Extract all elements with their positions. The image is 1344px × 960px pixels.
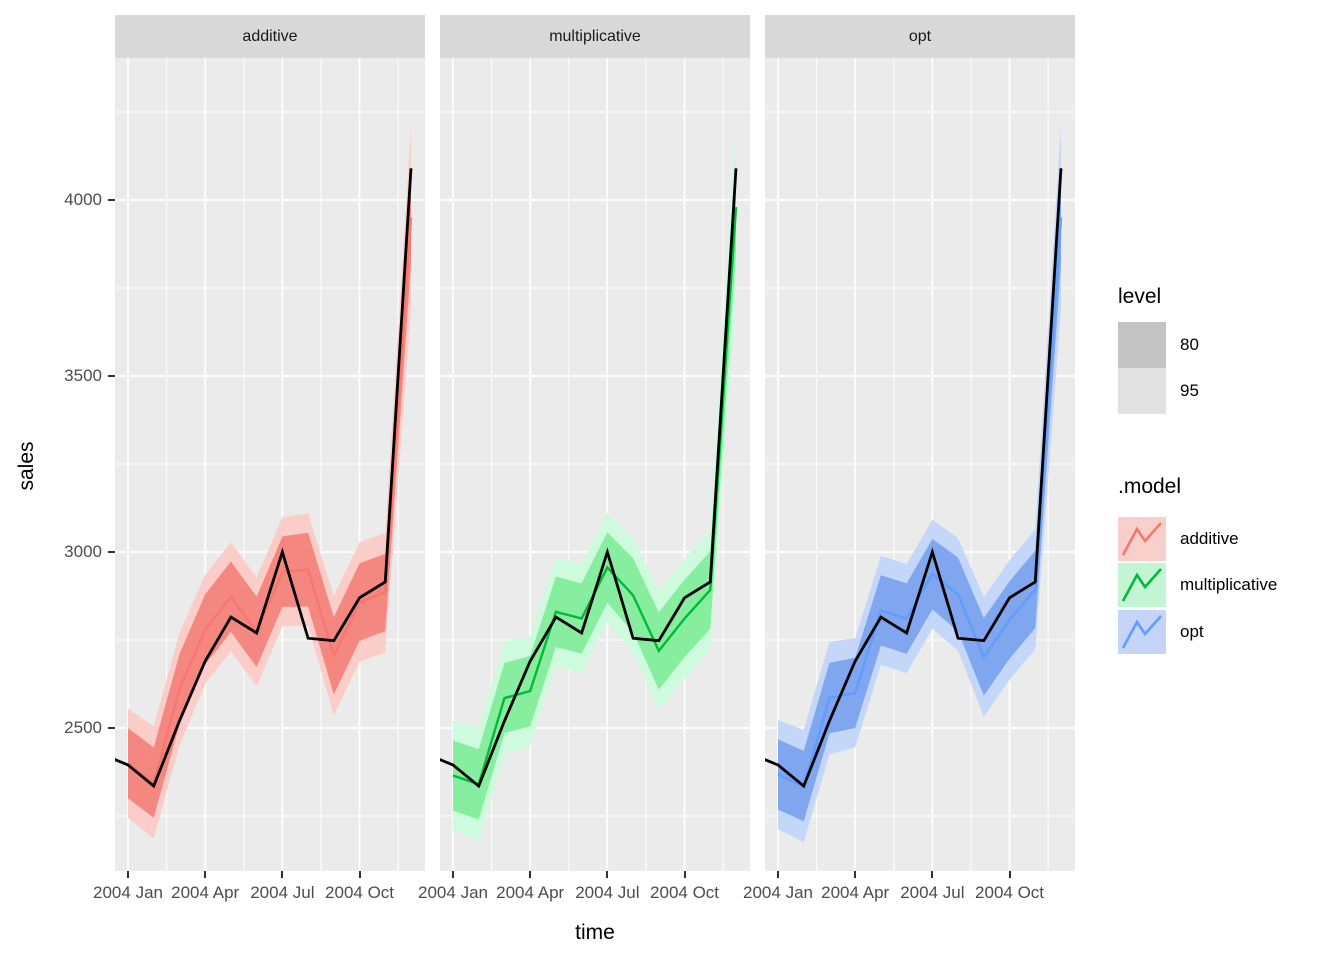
x-tick-label: 2004 Apr bbox=[171, 883, 240, 902]
additive-ribbon-80 bbox=[128, 171, 411, 818]
x-tick-label: 2004 Jul bbox=[900, 883, 965, 902]
x-tick bbox=[529, 871, 532, 878]
facet-strip-label: additive bbox=[242, 27, 298, 45]
x-tick bbox=[452, 871, 454, 878]
legend-model-item-additive: additive bbox=[1118, 517, 1318, 561]
actual-sales-line bbox=[765, 168, 1063, 789]
x-tick-label: 2004 Oct bbox=[650, 883, 720, 902]
additive-fitted-line bbox=[127, 217, 413, 785]
legend-model-item-multiplicative: multiplicative bbox=[1118, 563, 1318, 607]
y-tick-label: 3500 bbox=[64, 366, 102, 385]
legend-model-label-multiplicative: multiplicative bbox=[1180, 575, 1278, 594]
facet-strip-multiplicative: multiplicative bbox=[440, 15, 750, 58]
legend-model-title: .model bbox=[1118, 475, 1182, 498]
additive-key-line-icon bbox=[1121, 522, 1162, 556]
x-tick bbox=[854, 871, 857, 878]
x-tick bbox=[606, 871, 609, 878]
legend-model-label-additive: additive bbox=[1180, 529, 1239, 548]
x-tick bbox=[683, 871, 686, 878]
facet-panel-multiplicative bbox=[440, 58, 750, 871]
y-tick-label: 2500 bbox=[64, 718, 102, 737]
opt-key-line-icon bbox=[1121, 615, 1162, 649]
x-tick-label: 2004 Jan bbox=[93, 883, 163, 902]
x-tick bbox=[777, 871, 779, 878]
multiplicative-key-fill bbox=[1118, 563, 1166, 607]
y-tick-label: 3000 bbox=[64, 542, 102, 561]
facet-panel-additive bbox=[115, 58, 425, 871]
x-tick-label: 2004 Jan bbox=[418, 883, 488, 902]
x-tick bbox=[358, 871, 361, 878]
facet-strip-opt: opt bbox=[765, 15, 1075, 58]
y-tick bbox=[108, 375, 115, 377]
legend-level-label-95: 95 bbox=[1180, 381, 1199, 400]
facet-strip-additive: additive bbox=[115, 15, 425, 58]
x-tick bbox=[931, 871, 934, 878]
multiplicative-ribbon-80 bbox=[453, 161, 736, 820]
legend-model-label-opt: opt bbox=[1180, 622, 1204, 641]
y-tick-label: 4000 bbox=[64, 190, 102, 209]
level-80-swatch bbox=[1118, 322, 1166, 368]
opt-key-fill bbox=[1118, 610, 1166, 654]
x-tick-label: 2004 Jul bbox=[575, 883, 640, 902]
y-tick bbox=[108, 727, 115, 729]
opt-ribbon-80 bbox=[778, 171, 1061, 822]
multiplicative-key-line-icon bbox=[1121, 568, 1162, 602]
level-95-swatch bbox=[1118, 368, 1166, 414]
actual-sales-line bbox=[440, 168, 738, 789]
x-tick bbox=[1008, 871, 1011, 878]
facet-panel-opt bbox=[765, 58, 1075, 871]
actual-sales-line bbox=[115, 168, 413, 789]
x-tick-label: 2004 Apr bbox=[496, 883, 565, 902]
legend-model-item-opt: opt bbox=[1118, 610, 1318, 654]
legend-level-item-95: 95 bbox=[1118, 368, 1318, 414]
x-tick bbox=[127, 871, 129, 878]
x-tick-label: 2004 Apr bbox=[821, 883, 890, 902]
legend-level-item-80: 80 bbox=[1118, 322, 1318, 368]
y-tick bbox=[108, 551, 115, 553]
x-tick-label: 2004 Jan bbox=[743, 883, 813, 902]
facet-strip-label: multiplicative bbox=[549, 27, 641, 45]
x-tick-label: 2004 Oct bbox=[975, 883, 1045, 902]
x-axis-title: time bbox=[575, 921, 615, 944]
x-tick-label: 2004 Oct bbox=[325, 883, 395, 902]
facet-strip-label: opt bbox=[908, 27, 932, 45]
x-tick bbox=[204, 871, 207, 878]
additive-key-fill bbox=[1118, 517, 1166, 561]
legend-level-label-80: 80 bbox=[1180, 335, 1199, 354]
y-axis-title: sales bbox=[15, 441, 38, 491]
x-tick-label: 2004 Jul bbox=[250, 883, 315, 902]
legend-level-title: level bbox=[1118, 285, 1162, 308]
x-tick bbox=[281, 871, 284, 878]
y-tick bbox=[108, 199, 115, 201]
